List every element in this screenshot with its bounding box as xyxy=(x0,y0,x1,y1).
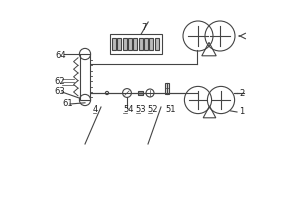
Text: 7: 7 xyxy=(141,23,146,32)
Bar xyxy=(133,38,137,50)
Text: 61: 61 xyxy=(62,99,73,108)
Text: 62: 62 xyxy=(54,77,65,86)
Text: 54: 54 xyxy=(123,104,134,114)
Circle shape xyxy=(105,91,109,95)
Bar xyxy=(123,38,127,50)
Bar xyxy=(155,38,159,50)
Bar xyxy=(144,38,148,50)
Bar xyxy=(149,38,153,50)
Text: 63: 63 xyxy=(54,88,65,97)
Text: 64: 64 xyxy=(55,51,66,60)
Bar xyxy=(117,38,121,50)
Text: 51: 51 xyxy=(166,104,176,114)
Bar xyxy=(138,91,143,95)
Bar xyxy=(128,38,132,50)
Bar xyxy=(139,38,143,50)
Text: 52: 52 xyxy=(148,104,158,114)
Text: 1: 1 xyxy=(239,108,244,116)
Text: 2: 2 xyxy=(239,88,244,98)
Bar xyxy=(112,38,116,50)
Bar xyxy=(80,54,90,100)
Bar xyxy=(165,83,169,94)
Bar xyxy=(110,34,162,54)
Text: 53: 53 xyxy=(136,104,146,114)
Text: 4: 4 xyxy=(93,104,98,114)
